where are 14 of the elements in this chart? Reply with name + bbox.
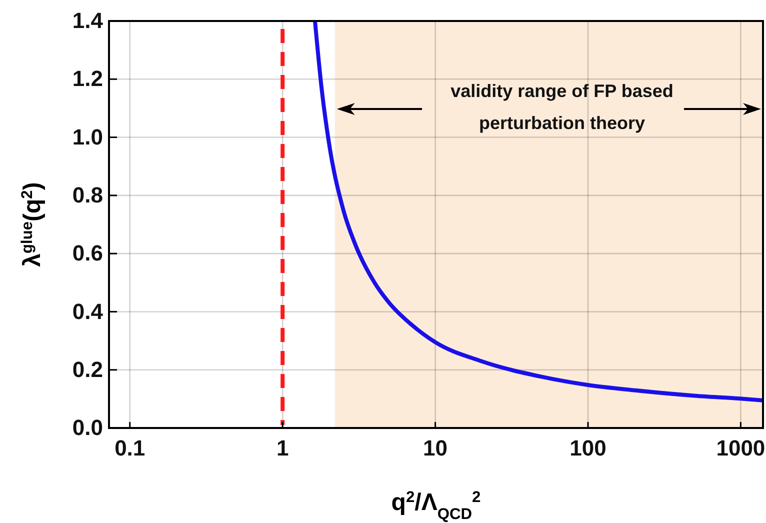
annotation: validity range of FP based perturbation theory [450, 81, 674, 133]
y-tick-label: 0.8 [72, 182, 103, 208]
y-tick-label: 0.2 [72, 356, 103, 382]
y-tick-label: 1.2 [72, 66, 103, 92]
x-tick-label: 1000 [716, 436, 766, 461]
y-tick-label: 1.4 [72, 8, 104, 34]
x-tick-label: 0.1 [114, 436, 146, 461]
y-tick-label: 0.0 [72, 415, 103, 440]
x-tick-label: 100 [570, 436, 606, 461]
x-tick-label: 1 [276, 436, 289, 461]
y-tick-label: 0.4 [72, 298, 104, 324]
y-tick-label: 1.0 [72, 124, 103, 150]
y-tick-label: 0.6 [72, 240, 103, 266]
x-tick-label: 10 [423, 436, 448, 461]
